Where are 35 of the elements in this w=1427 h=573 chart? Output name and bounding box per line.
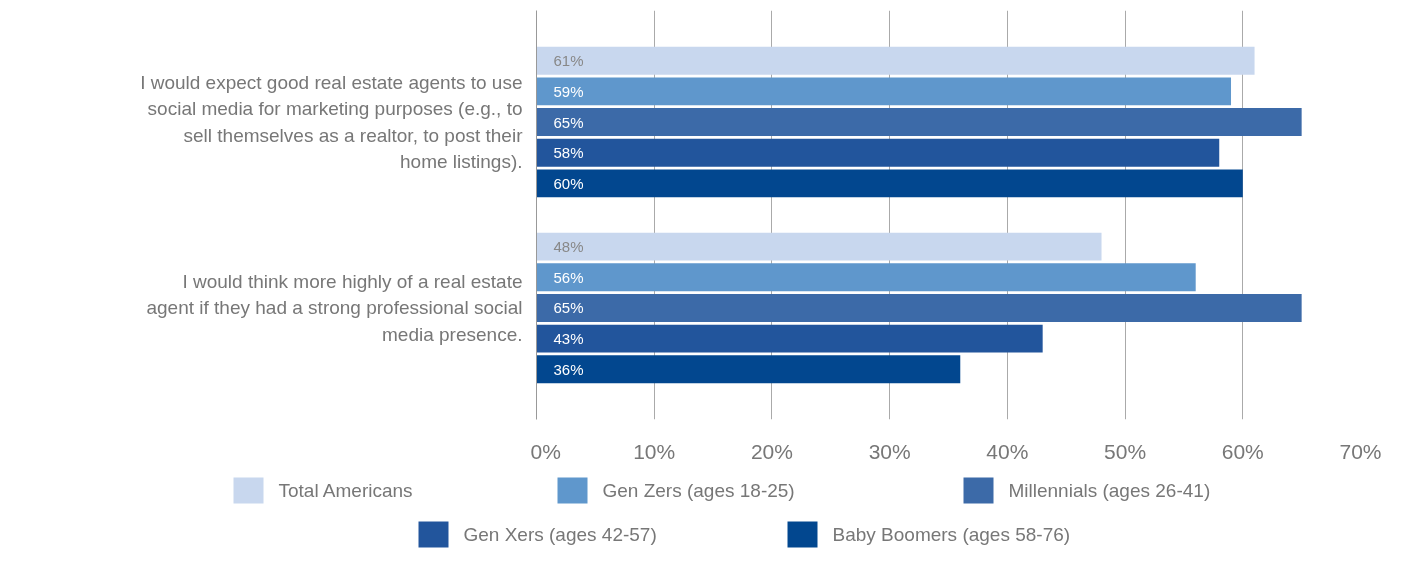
x-tick-label: 50% bbox=[1104, 439, 1147, 463]
data-label: 60% bbox=[553, 174, 584, 192]
x-tick-label: 0% bbox=[530, 439, 561, 463]
bar bbox=[536, 77, 1232, 106]
x-tick-label: 20% bbox=[750, 439, 793, 463]
bar bbox=[536, 108, 1302, 136]
data-label: 48% bbox=[553, 238, 584, 256]
bar bbox=[536, 324, 1043, 353]
legend-label: Gen Zers (ages 18-25) bbox=[602, 480, 795, 501]
x-tick-label: 40% bbox=[986, 439, 1029, 463]
bar bbox=[536, 232, 1102, 261]
legend-label: Baby Boomers (ages 58-76) bbox=[832, 524, 1071, 545]
data-label: 61% bbox=[553, 52, 584, 70]
data-label: 58% bbox=[553, 144, 584, 162]
x-tick-label: 10% bbox=[633, 439, 676, 463]
legend-label: Total Americans bbox=[278, 480, 413, 501]
data-label: 59% bbox=[553, 82, 584, 100]
data-label: 43% bbox=[553, 330, 584, 348]
data-label: 65% bbox=[553, 113, 584, 131]
legend-label: Gen Xers (ages 42-57) bbox=[463, 524, 657, 545]
data-label: 65% bbox=[553, 299, 584, 317]
x-tick-label: 60% bbox=[1221, 439, 1264, 463]
bar bbox=[536, 169, 1243, 198]
bar bbox=[536, 355, 961, 384]
y-tick-label: I would expect good real estate agents to use social media for marketing purposes (e.g., to sell themselves as a realtor, to post their home listings). bbox=[140, 72, 524, 172]
bar bbox=[536, 138, 1220, 167]
legend-label: Millennials (ages 26-41) bbox=[1008, 480, 1211, 501]
bar bbox=[536, 294, 1302, 322]
x-tick-label: 30% bbox=[868, 439, 911, 463]
y-tick-label: I would think more highly of a real estate agent if they had a strong professional social media presence. bbox=[146, 271, 523, 345]
x-tick-label: 70% bbox=[1339, 439, 1382, 463]
bar bbox=[536, 46, 1255, 75]
data-label: 56% bbox=[553, 268, 584, 286]
data-label: 36% bbox=[553, 360, 584, 378]
bar bbox=[536, 263, 1196, 292]
